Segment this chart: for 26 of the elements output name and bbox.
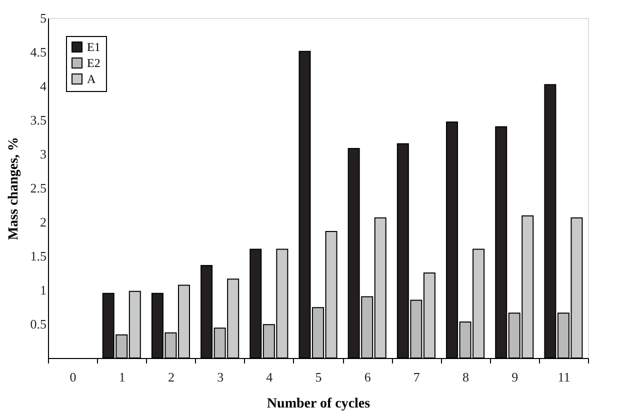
y-tick-label: 1 [40,282,46,298]
y-tick-label: 4 [40,78,47,94]
legend-label: E1 [87,40,100,54]
y-tick-label: 3.5 [30,112,46,128]
x-tick-label: 1 [118,370,126,384]
x-tick-label: 9 [512,370,518,384]
y-tick-label: 3 [40,146,46,162]
legend-label: A [87,72,96,86]
x-axis-title: Number of cycles [266,396,371,412]
y-tick-label: 5 [40,10,46,26]
y-tick-label: 1.5 [30,248,46,264]
y-tick-label: 2 [40,214,46,230]
y-tick-label: 4.5 [30,44,46,60]
x-tick-label: 5 [315,370,322,384]
legend-label: E2 [87,56,100,70]
x-tick-label: 6 [364,370,372,384]
x-tick-label: 2 [168,370,174,384]
x-tick-label: 7 [413,370,420,384]
x-tick-label: 4 [266,370,274,384]
y-tick-label: 0.5 [30,316,46,332]
y-axis-title: Mass changes, % [6,136,22,240]
x-tick-label: 3 [217,370,224,384]
y-tick-label: 2.5 [30,180,46,196]
x-tick-label: 0 [70,370,76,384]
x-tick-label: 8 [462,370,470,384]
x-tick-label: 11 [558,370,570,384]
